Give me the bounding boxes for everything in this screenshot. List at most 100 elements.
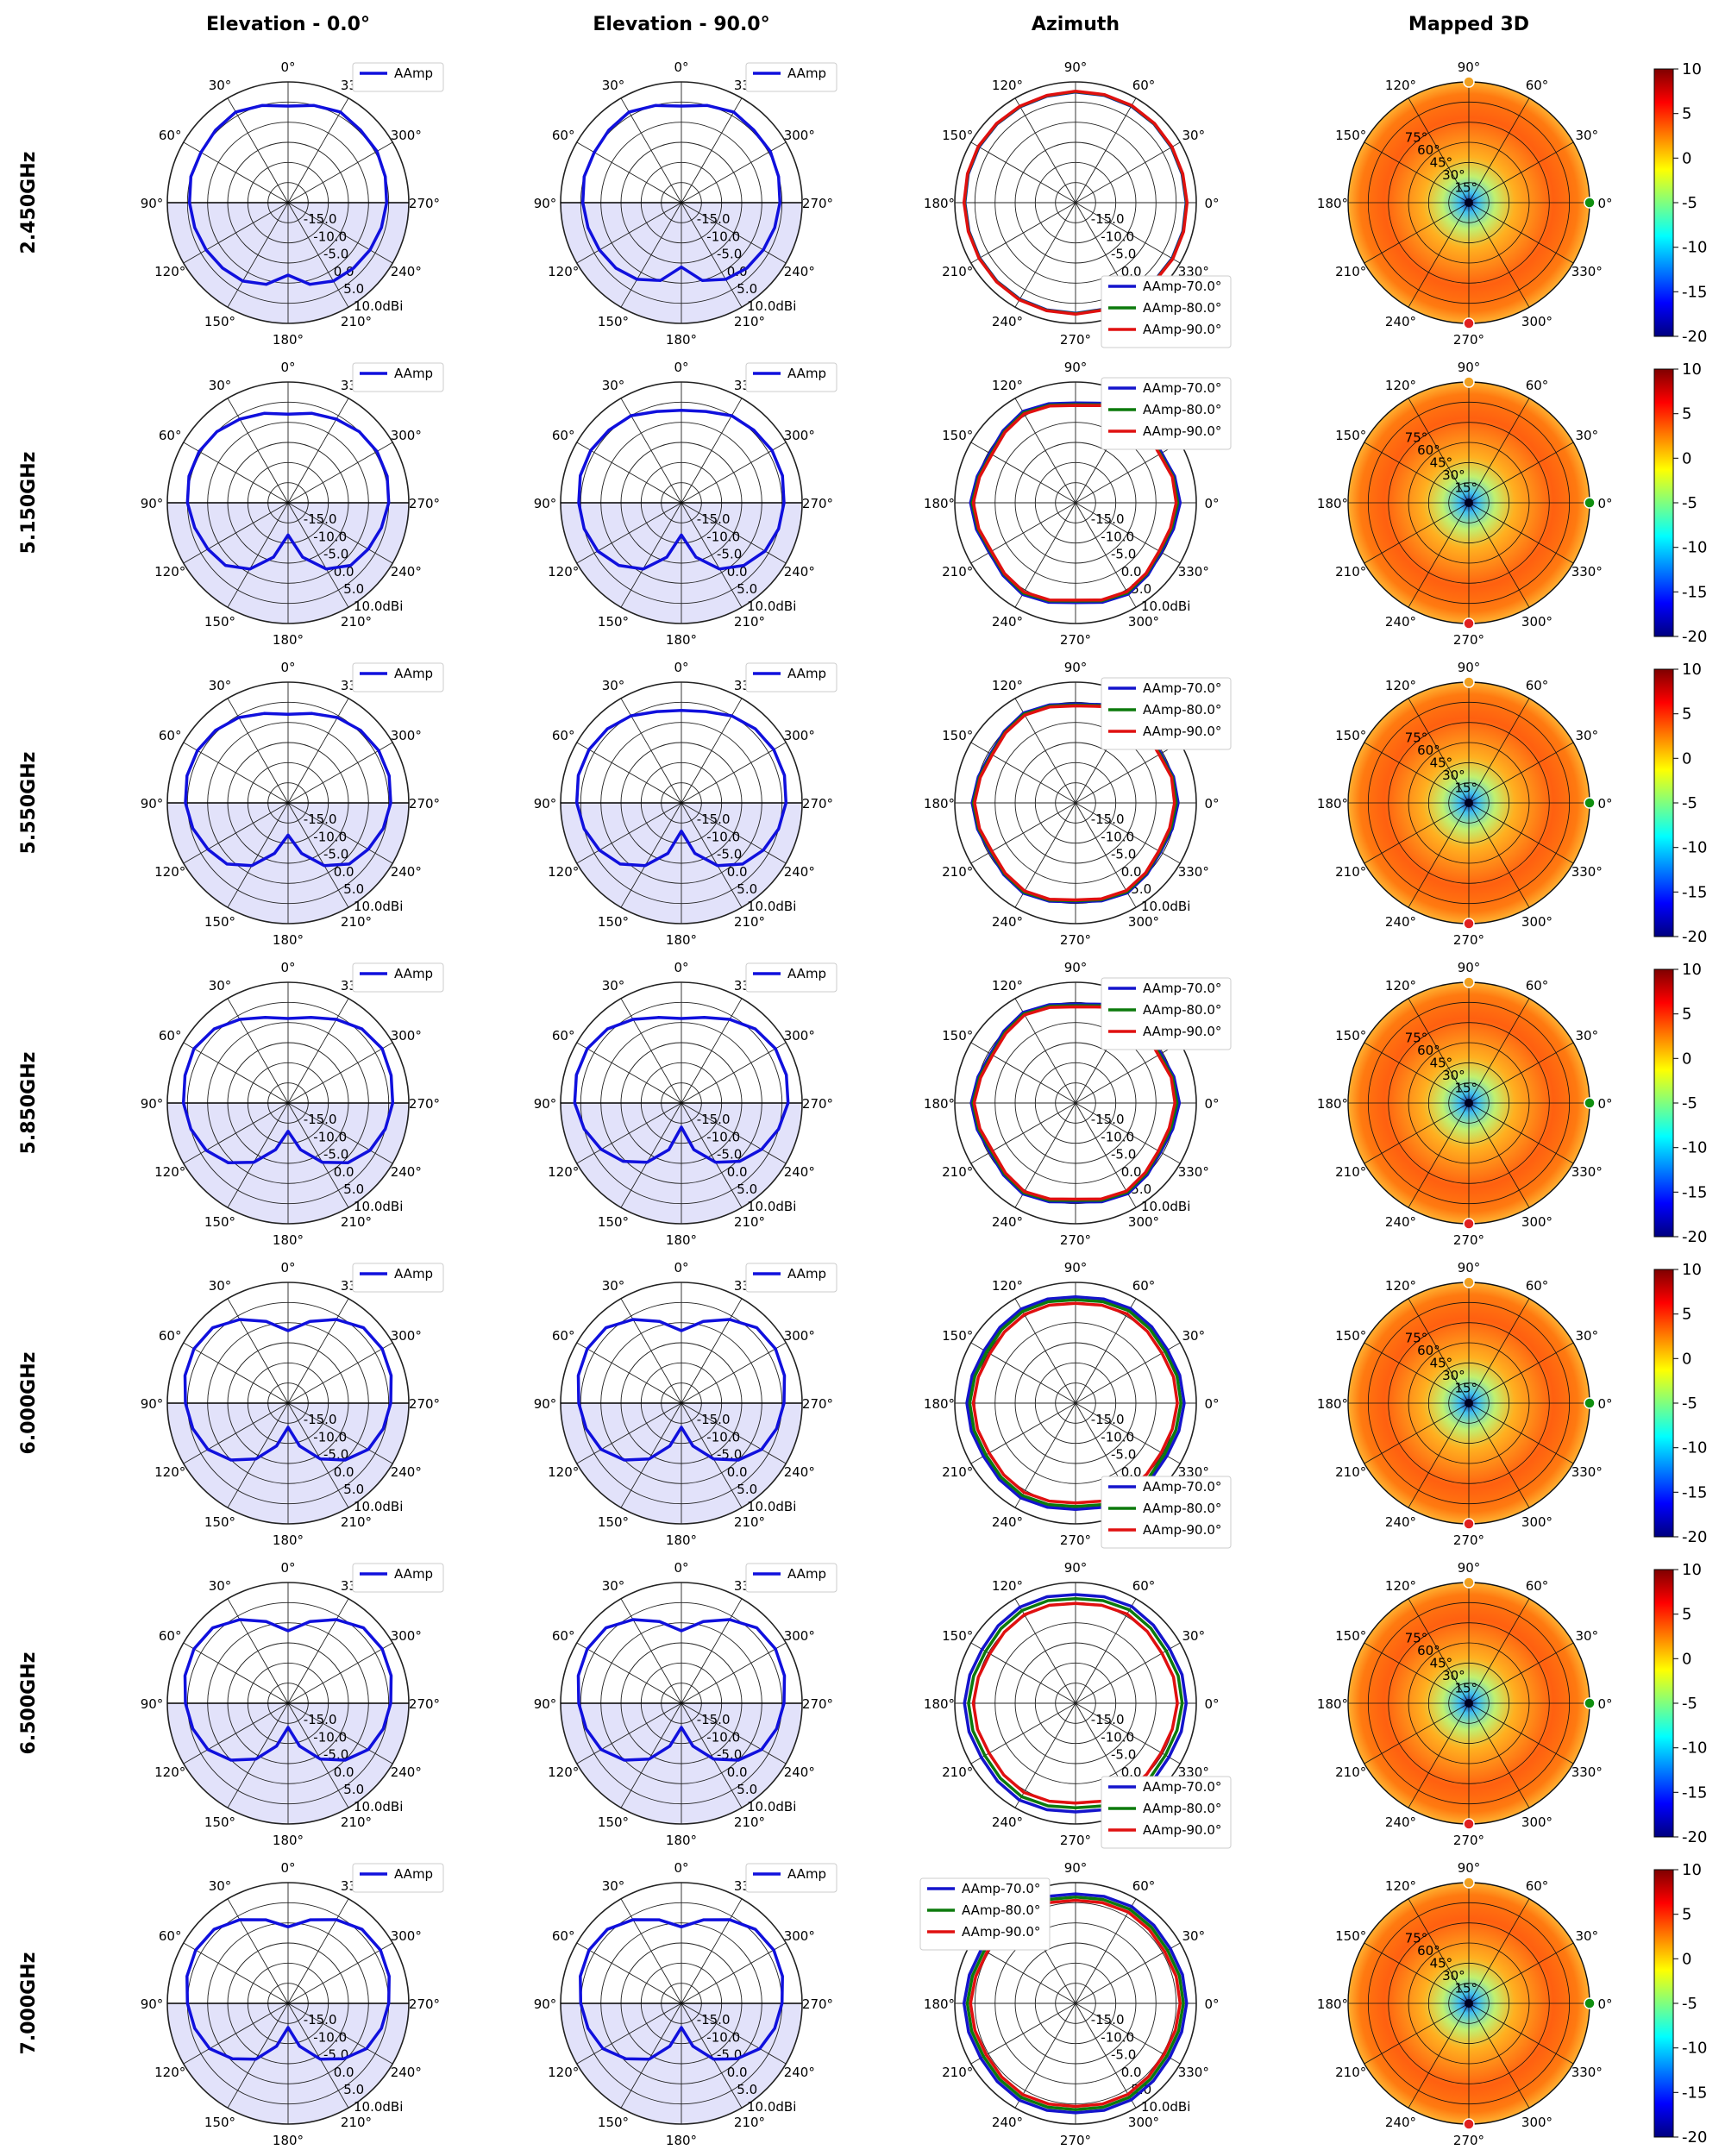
aamp-trace — [183, 1318, 393, 1462]
azimuth-trace — [962, 1892, 1189, 2115]
grid-spoke — [287, 1102, 349, 1208]
angle-tick-label: 240° — [784, 264, 815, 279]
grid-spoke — [183, 1642, 289, 1704]
grid-spoke — [287, 1642, 393, 1704]
grid-spoke — [227, 502, 289, 608]
angle-tick-label: 90° — [1458, 660, 1481, 675]
angle-tick-label: 150° — [598, 1514, 629, 1530]
angle-tick-label: 240° — [992, 1214, 1023, 1230]
angle-tick-label: 60° — [1526, 1878, 1549, 1894]
angle-tick-label: 300° — [1521, 1214, 1552, 1230]
grid-spoke — [183, 1702, 289, 1764]
elevation-ring-label: 60° — [1417, 1343, 1440, 1358]
elevation-ring-label: 60° — [1417, 1043, 1440, 1058]
center-marker — [1465, 198, 1473, 207]
angle-tick-label: 300° — [1521, 1814, 1552, 1830]
angle-tick-label: 180° — [924, 496, 955, 511]
grid-spoke — [681, 1042, 787, 1104]
angle-tick-label: 90° — [534, 1696, 557, 1712]
angle-tick-label: 150° — [1335, 1628, 1366, 1644]
grid-spoke — [1468, 802, 1530, 908]
grid-spoke — [620, 398, 682, 504]
radial-tick-label: -10.0 — [313, 229, 347, 244]
angle-tick-label: 330° — [1571, 264, 1603, 279]
aamp-trace — [185, 411, 391, 571]
grid-spoke — [1468, 1342, 1574, 1404]
radial-tick-label: -10.0 — [313, 529, 347, 544]
radial-tick-label: -10.0 — [313, 2029, 347, 2045]
angle-tick-label: 90° — [534, 796, 557, 812]
aamp-trace — [185, 1918, 391, 2061]
angle-tick-label: 180° — [273, 332, 304, 348]
angle-tick-label: 30° — [209, 1578, 232, 1594]
center-marker — [1465, 1699, 1473, 1708]
azimuth-plot: 90°60°30°0°330°300°270°240°210°180°150°1… — [924, 1560, 1232, 1849]
grid-spoke — [287, 1042, 393, 1104]
grid-spoke — [1468, 1102, 1530, 1208]
angle-tick-label: 210° — [734, 1814, 765, 1830]
angle-tick-label: 270° — [409, 496, 440, 511]
radial-tick-label: 0.0 — [334, 264, 354, 279]
radial-tick-label: -15.0 — [1091, 2012, 1125, 2028]
row-label: 6.500GHz — [18, 1652, 40, 1755]
grid-spoke — [1075, 502, 1137, 608]
colorbar — [1653, 1269, 1674, 1538]
bottom-marker — [1463, 1218, 1475, 1230]
angle-tick-label: 240° — [391, 2065, 422, 2080]
grid-spoke — [970, 742, 1076, 804]
angle-tick-label: 270° — [409, 1096, 440, 1112]
legend-label: AAmp — [787, 1566, 826, 1582]
legend-box — [745, 362, 837, 392]
grid-spoke — [970, 1642, 1076, 1704]
angle-tick-label: 150° — [942, 128, 973, 143]
radial-tick-label: 5.0 — [343, 2082, 364, 2097]
elevation-0-plot: 0°30°60°90°120°150°180°210°240°270°300°3… — [141, 660, 444, 948]
angle-tick-label: 300° — [391, 428, 422, 443]
angle-tick-label: 210° — [341, 614, 372, 630]
legend-label: AAmp — [787, 66, 826, 81]
legend-label: AAmp — [787, 1866, 826, 1882]
frequency-row: 6.500GHz0°30°60°90°120°150°180°210°240°2… — [18, 1560, 1707, 1849]
angle-tick-label: 60° — [1526, 378, 1549, 393]
angle-tick-label: 90° — [141, 496, 164, 511]
colorbar-tick-label: -20 — [1682, 928, 1707, 946]
grid-spoke — [620, 998, 682, 1104]
aamp-trace — [576, 1618, 787, 1762]
angle-tick-label: 90° — [534, 1096, 557, 1112]
angle-tick-label: 270° — [1060, 2133, 1091, 2148]
radial-tick-label: -10.0 — [1101, 1729, 1134, 1745]
colorbar — [1653, 968, 1674, 1238]
legend-label: AAmp-80.0° — [1143, 1801, 1221, 1816]
legend-label: AAmp — [787, 1266, 826, 1282]
angle-tick-label: 30° — [1182, 1928, 1206, 1944]
angle-tick-label: 210° — [942, 864, 973, 880]
angle-tick-label: 180° — [666, 2133, 697, 2148]
angle-tick-label: 240° — [391, 1464, 422, 1480]
grid-spoke — [287, 1942, 393, 2004]
grid-spoke — [1468, 502, 1574, 564]
grid-spoke — [227, 1402, 289, 1508]
radial-tick-label: 0.0 — [1121, 564, 1142, 580]
radial-tick-label: -5.0 — [1111, 1147, 1136, 1163]
angle-tick-label: 0° — [1204, 1696, 1219, 1712]
grid-spoke — [1364, 1102, 1470, 1164]
angle-tick-label: 0° — [1597, 196, 1612, 211]
angle-tick-label: 210° — [942, 2065, 973, 2080]
angle-tick-label: 210° — [1335, 1164, 1366, 1180]
grid-spoke — [681, 502, 743, 608]
radial-tick-label: 5.0 — [737, 581, 757, 597]
legend-label: AAmp-80.0° — [1143, 402, 1221, 417]
angle-tick-label: 30° — [1576, 1928, 1599, 1944]
legend-label: AAmp-90.0° — [1143, 423, 1221, 439]
grid-spoke — [681, 202, 743, 308]
grid-spoke — [620, 1102, 682, 1208]
radial-tick-label: 0.0 — [334, 1464, 354, 1480]
legend-label: AAmp — [787, 366, 826, 381]
frequency-row: 5.550GHz0°30°60°90°120°150°180°210°240°2… — [18, 660, 1707, 948]
colorbar-tick-label: -10 — [1682, 2040, 1707, 2058]
grid-spoke — [576, 1942, 682, 2004]
angle-tick-label: 240° — [992, 914, 1023, 930]
radial-tick-label: -5.0 — [1111, 1447, 1136, 1463]
colorbar-tick-label: 5 — [1682, 1606, 1691, 1624]
angle-tick-label: 120° — [154, 1464, 185, 1480]
